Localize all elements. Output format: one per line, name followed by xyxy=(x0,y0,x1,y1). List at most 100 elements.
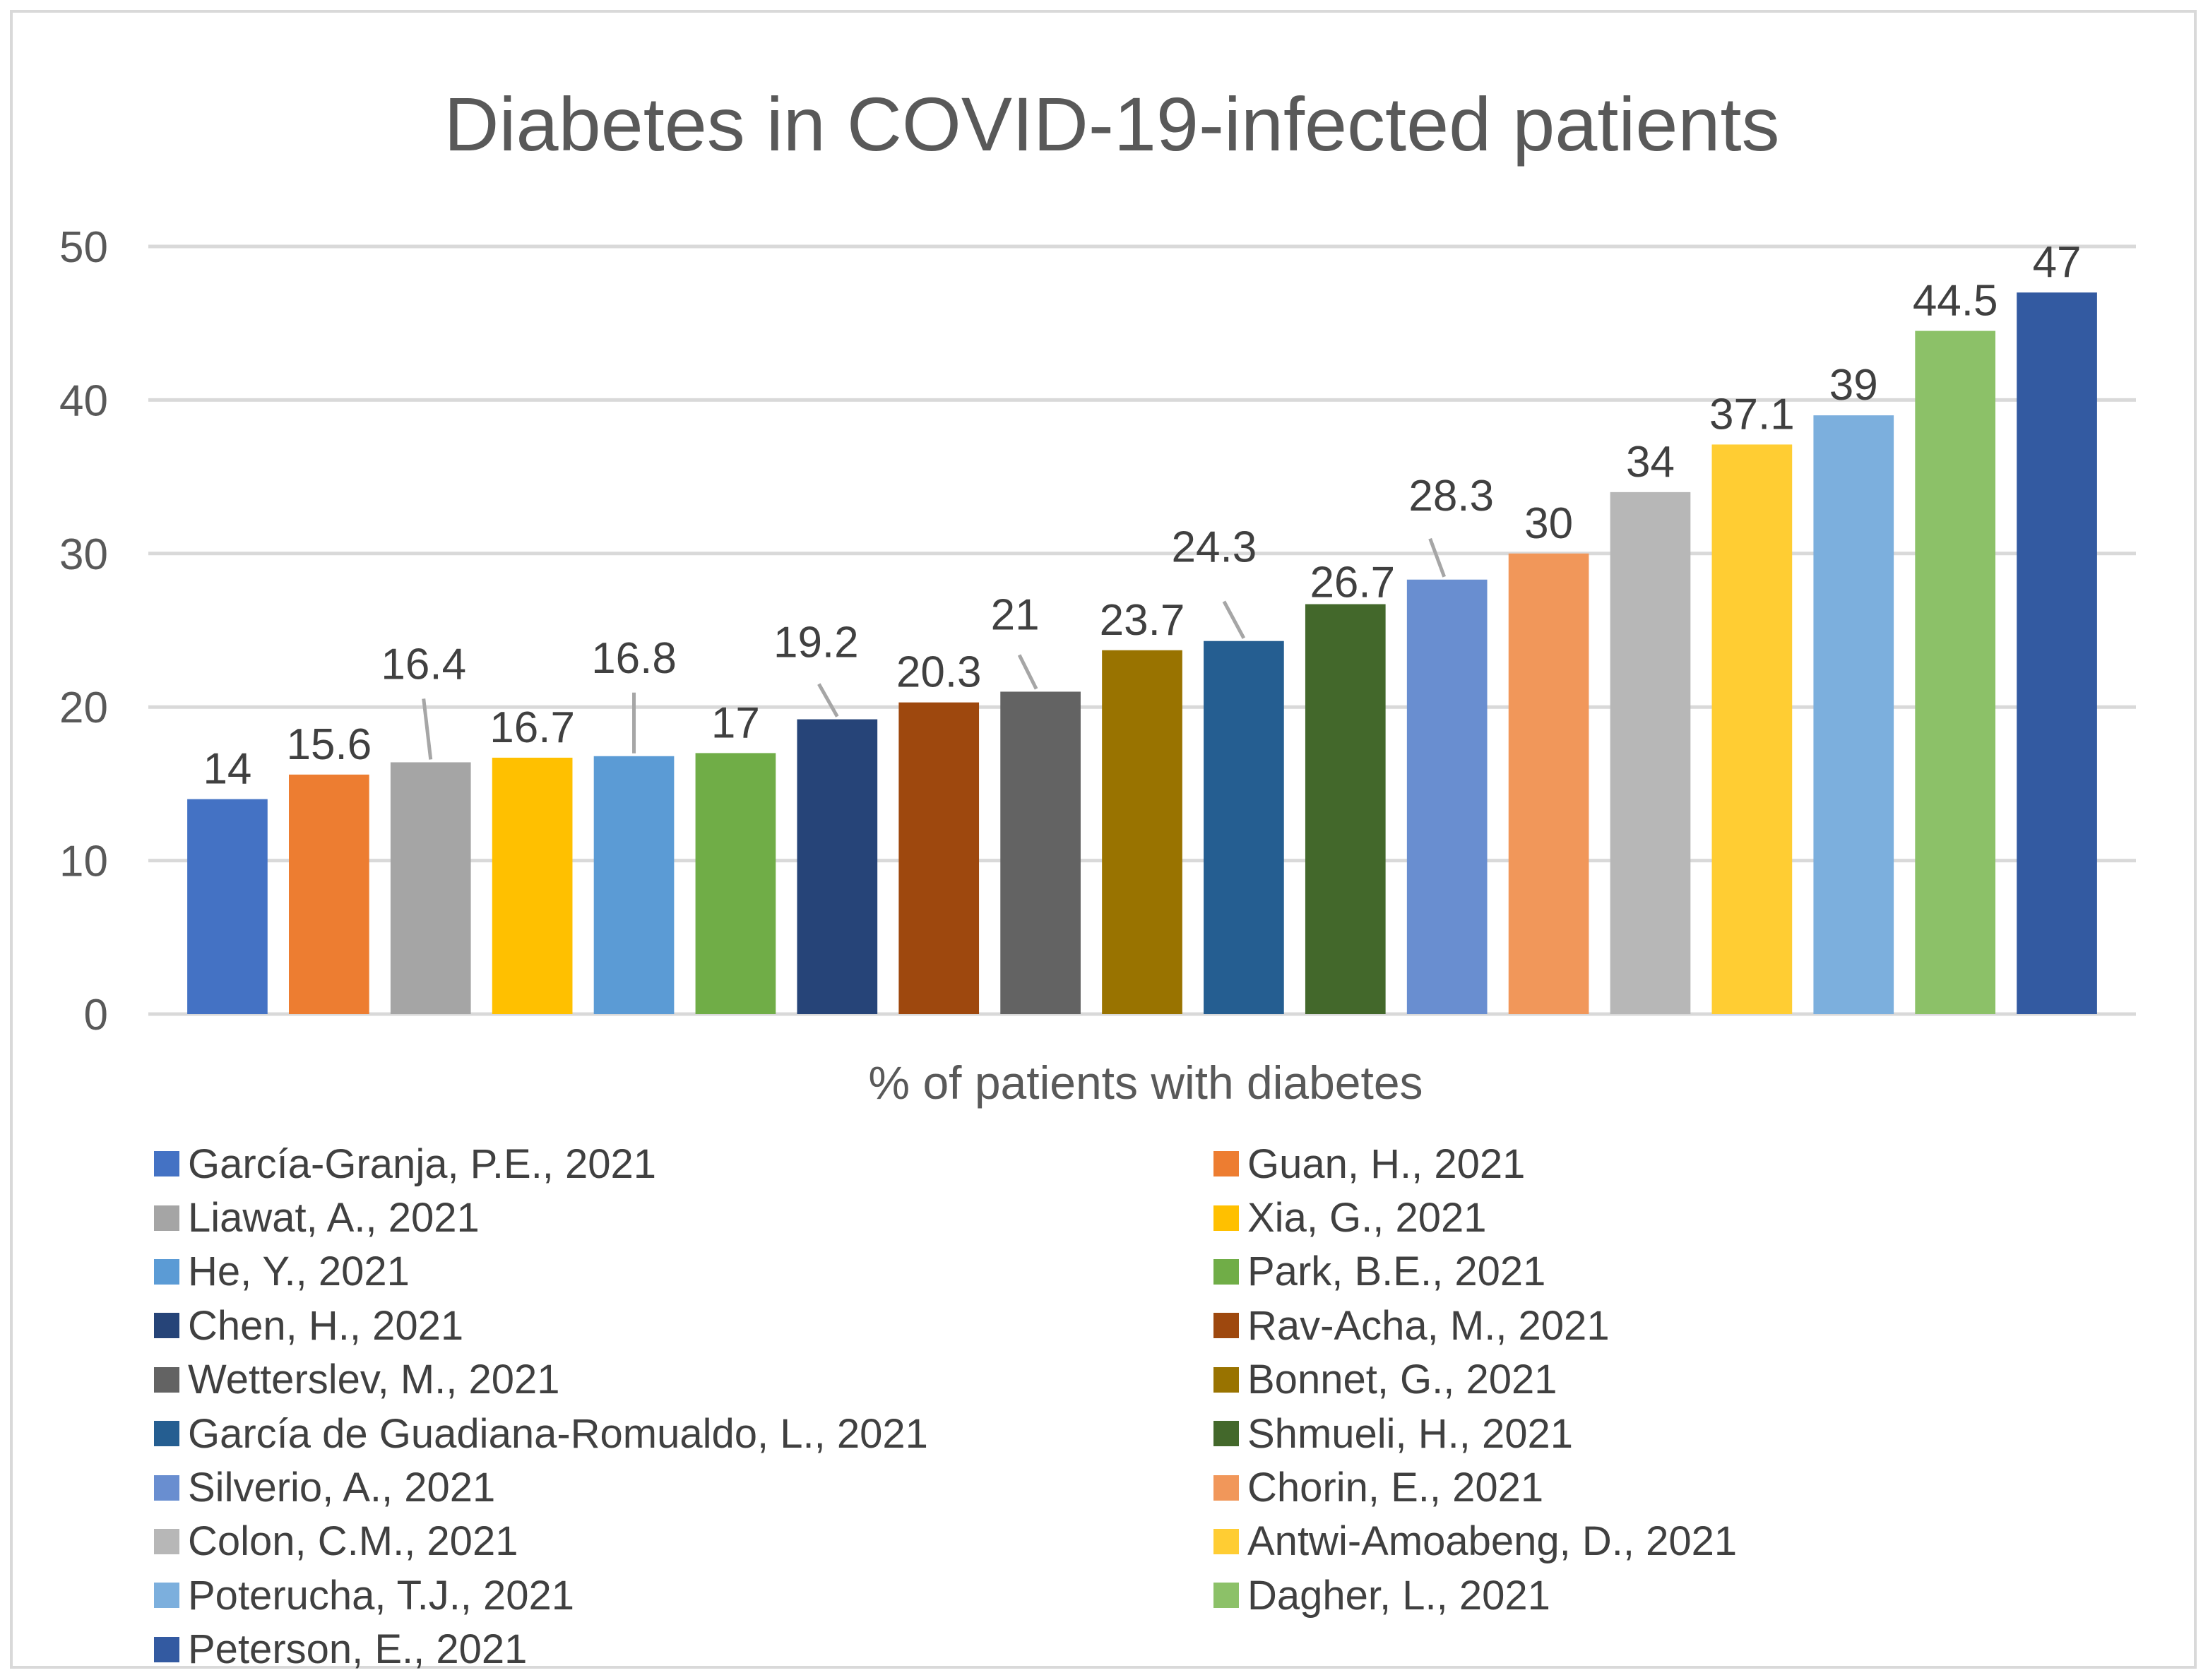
chart-svg: Diabetes in COVID-19-infected patients 0… xyxy=(59,81,2136,1109)
legend-label: Guan, H., 2021 xyxy=(1247,1140,1526,1187)
legend-swatch xyxy=(154,1366,179,1393)
legend-label: Poterucha, T.J., 2021 xyxy=(188,1572,575,1619)
bar-13 xyxy=(1406,579,1488,1014)
bar-4 xyxy=(492,757,573,1014)
legend-swatch xyxy=(1213,1528,1239,1554)
chart-frame: Diabetes in COVID-19-infected patients 0… xyxy=(10,10,2197,1672)
data-label: 28.3 xyxy=(1408,472,1494,520)
legend-swatch xyxy=(154,1475,179,1501)
data-label: 23.7 xyxy=(1100,596,1185,645)
bar-12 xyxy=(1305,604,1386,1014)
bars xyxy=(187,292,2097,1015)
bar-10 xyxy=(1102,650,1182,1014)
legend-label: Rav-Acha, M., 2021 xyxy=(1247,1302,1610,1349)
legend-label: Silverio, A., 2021 xyxy=(188,1465,496,1511)
data-labels: 14 15.616.4 16.7 16.8 17 19.2 20.321 23.7 24.3 26… xyxy=(203,238,2081,793)
bar-6 xyxy=(695,753,776,1014)
data-label: 16.7 xyxy=(489,703,575,752)
chart-title: Diabetes in COVID-19-infected patients xyxy=(444,81,1780,167)
leader-line xyxy=(1428,537,1447,578)
legend-item: Rav-Acha, M., 2021 xyxy=(1213,1299,2061,1352)
bar-15 xyxy=(1610,492,1691,1014)
data-label: 19.2 xyxy=(773,619,859,667)
legend-item: García de Guadiana-Romualdo, L., 2021 xyxy=(154,1407,1213,1460)
data-label: 21 xyxy=(991,590,1040,639)
y-tick-label: 0 xyxy=(84,991,108,1039)
leader-line xyxy=(1017,654,1038,690)
y-tick-label: 50 xyxy=(59,223,108,272)
bar-7 xyxy=(797,719,878,1014)
legend-swatch xyxy=(1213,1258,1239,1285)
legend-swatch xyxy=(154,1313,179,1339)
leader-lines xyxy=(422,537,1447,760)
data-label: 34 xyxy=(1626,438,1675,487)
legend: García-Granja, P.E., 2021 Guan, H., 2021 L… xyxy=(154,1137,2061,1676)
legend-label: Peterson, E., 2021 xyxy=(188,1626,528,1673)
data-label: 26.7 xyxy=(1310,559,1395,607)
legend-label: Chen, H., 2021 xyxy=(188,1302,464,1349)
y-tick-label: 10 xyxy=(59,838,108,886)
legend-label: He, Y., 2021 xyxy=(188,1249,410,1295)
legend-item: Poterucha, T.J., 2021 xyxy=(154,1568,1213,1622)
data-label: 20.3 xyxy=(896,648,982,697)
legend-label: Bonnet, G., 2021 xyxy=(1247,1357,1557,1403)
leader-line xyxy=(817,683,839,717)
data-label: 30 xyxy=(1524,499,1573,548)
bar-1 xyxy=(187,799,268,1014)
bar-8 xyxy=(898,702,980,1014)
legend-label: Dagher, L., 2021 xyxy=(1247,1572,1550,1619)
legend-swatch xyxy=(1213,1205,1239,1231)
legend-item: Wetterslev, M., 2021 xyxy=(154,1353,1213,1407)
legend-item: Chen, H., 2021 xyxy=(154,1299,1213,1352)
legend-label: Shmueli, H., 2021 xyxy=(1247,1410,1574,1457)
bar-11 xyxy=(1204,641,1284,1014)
bar-5 xyxy=(593,756,675,1014)
legend-item: Silverio, A., 2021 xyxy=(154,1460,1213,1514)
legend-label: Antwi-Amoabeng, D., 2021 xyxy=(1247,1518,1738,1565)
legend-item: Liawat, A., 2021 xyxy=(154,1191,1213,1244)
legend-swatch xyxy=(1213,1475,1239,1501)
legend-item: Antwi-Amoabeng, D., 2021 xyxy=(1213,1515,2061,1568)
legend-item: Park, B.E., 2021 xyxy=(1213,1245,2061,1299)
bar-16 xyxy=(1711,444,1793,1014)
bar-3 xyxy=(390,762,471,1014)
legend-swatch xyxy=(154,1421,179,1447)
legend-label: Liawat, A., 2021 xyxy=(188,1195,480,1241)
legend-swatch xyxy=(154,1636,179,1662)
legend-item: Guan, H., 2021 xyxy=(1213,1137,2061,1191)
legend-label: García de Guadiana-Romualdo, L., 2021 xyxy=(188,1410,928,1457)
legend-swatch xyxy=(1213,1421,1239,1447)
data-label: 16.8 xyxy=(591,634,677,683)
bar-17 xyxy=(1813,415,1894,1014)
data-label: 24.3 xyxy=(1172,523,1257,572)
y-tick-label: 30 xyxy=(59,530,108,579)
legend-item: Peterson, E., 2021 xyxy=(154,1623,1213,1676)
legend-item: García-Granja, P.E., 2021 xyxy=(154,1137,1213,1191)
bar-9 xyxy=(1000,691,1081,1014)
legend-item: Dagher, L., 2021 xyxy=(1213,1568,2061,1622)
legend-item: Xia, G., 2021 xyxy=(1213,1191,2061,1244)
bar-19 xyxy=(2017,292,2097,1015)
legend-swatch xyxy=(154,1205,179,1231)
legend-item: He, Y., 2021 xyxy=(154,1245,1213,1299)
data-label: 15.6 xyxy=(287,720,372,769)
x-axis-title: % of patients with diabetes xyxy=(868,1056,1423,1109)
bar-14 xyxy=(1508,553,1589,1014)
data-label: 16.4 xyxy=(381,640,466,689)
legend-label: García-Granja, P.E., 2021 xyxy=(188,1140,657,1187)
data-label: 14 xyxy=(203,745,251,794)
data-label: 47 xyxy=(2033,238,2082,287)
legend-item: Chorin, E., 2021 xyxy=(1213,1460,2061,1514)
legend-label: Park, B.E., 2021 xyxy=(1247,1249,1546,1295)
legend-label: Xia, G., 2021 xyxy=(1247,1195,1487,1241)
y-axis-ticks: 0 10 20 30 40 50 xyxy=(59,223,108,1039)
y-tick-label: 40 xyxy=(59,376,108,425)
legend-swatch xyxy=(1213,1366,1239,1393)
leader-line xyxy=(1222,600,1246,639)
leader-line xyxy=(422,698,433,760)
legend-label: Wetterslev, M., 2021 xyxy=(188,1357,560,1403)
bar-2 xyxy=(289,774,369,1014)
legend-swatch xyxy=(154,1258,179,1285)
data-label: 17 xyxy=(711,698,760,747)
legend-swatch xyxy=(1213,1151,1239,1177)
